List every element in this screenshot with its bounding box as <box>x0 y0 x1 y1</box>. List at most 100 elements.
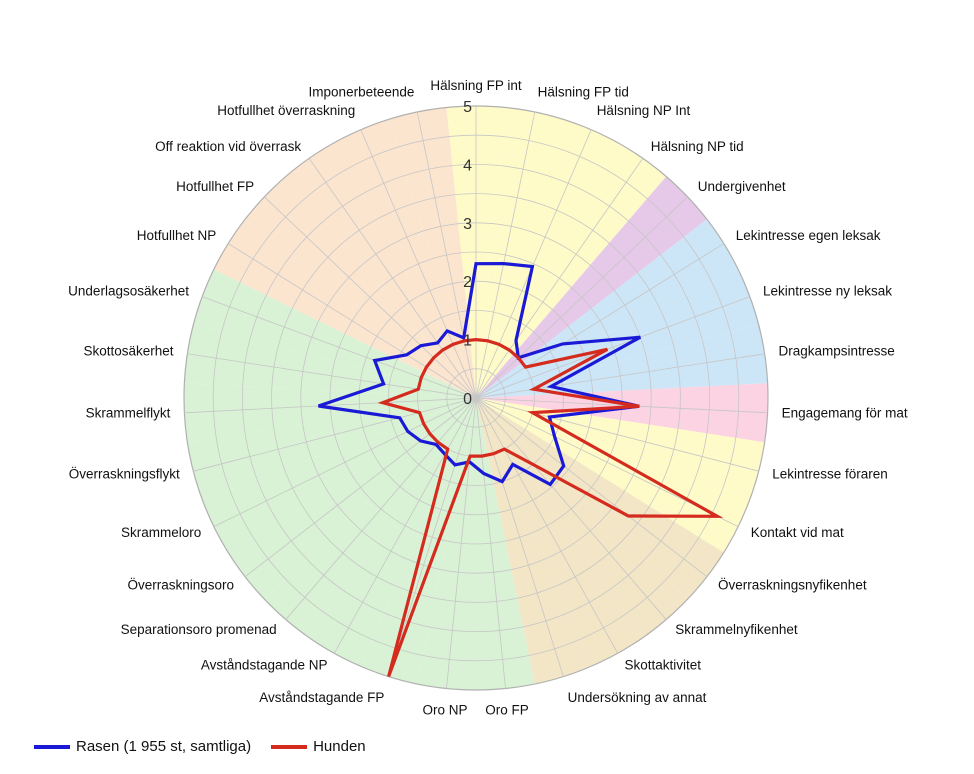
grid-spoke <box>213 397 477 527</box>
legend-item-hunden: Hunden <box>271 738 366 755</box>
grid-spoke <box>416 111 477 399</box>
category-label-4: Undergivenhet <box>698 179 786 194</box>
sector-9 <box>476 398 765 500</box>
grid-spoke <box>227 243 477 399</box>
grid-spoke <box>202 296 477 399</box>
sector-5 <box>476 219 739 398</box>
category-label-26: Hotfullhet NP <box>137 228 217 243</box>
category-label-17: Avståndstagande FP <box>259 690 384 705</box>
category-label-24: Skottosäkerhet <box>83 344 173 359</box>
sector-13 <box>476 398 643 667</box>
category-label-19: Separationsoro promenad <box>121 622 277 637</box>
category-label-1: Hälsning FP tid <box>538 84 629 99</box>
grid-spoke <box>244 397 477 578</box>
legend-label-hunden: Hunden <box>313 738 366 755</box>
category-label-8: Engagemang för mat <box>782 406 908 421</box>
category-label-18: Avståndstagande NP <box>201 658 328 673</box>
sector-8 <box>476 383 768 443</box>
grid-spoke <box>475 397 768 414</box>
sector-11 <box>476 398 724 600</box>
legend-swatch-rasen <box>34 744 70 749</box>
tick-label: 1 <box>463 333 472 350</box>
category-label-22: Överraskningsflykt <box>69 467 180 482</box>
category-label-30: Imponerbeteende <box>309 84 415 99</box>
grid-spoke <box>264 196 477 399</box>
sector-18 <box>309 398 476 667</box>
sector-6 <box>476 269 759 398</box>
grid-spoke <box>187 353 477 399</box>
category-label-23: Skrammelflykt <box>86 406 171 421</box>
sector-17 <box>360 398 476 685</box>
category-label-16: Oro NP <box>422 702 467 717</box>
sector-2 <box>476 119 618 399</box>
category-labels: Hälsning FP int Hälsning FP tid Hälsning N… <box>68 78 908 717</box>
grid-spoke <box>360 129 477 399</box>
category-label-15: Oro FP <box>485 702 529 717</box>
grid-spoke <box>388 397 477 677</box>
tick-label: 3 <box>463 216 472 233</box>
category-label-28: Off reaktion vid överrask <box>155 139 301 154</box>
grid-spoke <box>308 158 477 399</box>
category-label-0: Hälsning FP int <box>430 78 522 93</box>
sector-30 <box>388 107 476 398</box>
grid-spoke <box>475 353 765 399</box>
category-label-5: Lekintresse egen leksak <box>736 228 881 243</box>
grid-spoke <box>184 397 477 414</box>
sector-29 <box>334 119 476 399</box>
tick-label: 0 <box>463 391 472 408</box>
category-label-9: Lekintresse föraren <box>772 467 888 482</box>
legend-label-rasen: Rasen (1 955 st, samtliga) <box>76 738 252 755</box>
grid-spoke <box>475 158 644 399</box>
grid-spoke <box>193 397 477 472</box>
sector-3 <box>476 142 667 398</box>
sector-25 <box>193 269 477 398</box>
legend: Rasen (1 955 st, samtliga) Hunden <box>34 738 386 755</box>
grid-spoke <box>475 296 750 399</box>
sector-21 <box>202 398 476 553</box>
sector-20 <box>228 398 476 600</box>
sector-1 <box>476 107 564 398</box>
grid-spoke <box>446 397 477 689</box>
category-label-12: Skrammelnyfikenhet <box>675 622 798 637</box>
tick-label: 2 <box>463 274 472 291</box>
grid-spoke <box>285 397 477 620</box>
sector-19 <box>264 398 476 638</box>
legend-swatch-hunden <box>271 744 308 749</box>
grid-spoke <box>333 397 477 654</box>
tick-label: 4 <box>463 157 472 174</box>
grid-spoke <box>475 129 592 399</box>
sector-14 <box>476 398 592 685</box>
sector-28 <box>285 142 476 398</box>
sector-12 <box>476 398 688 638</box>
category-label-10: Kontakt vid mat <box>751 525 844 540</box>
grid-spoke <box>475 397 619 654</box>
category-label-14: Undersökning av annat <box>568 690 707 705</box>
series-line-1 <box>377 337 724 678</box>
category-label-7: Dragkampsintresse <box>779 344 895 359</box>
category-label-2: Hälsning NP Int <box>597 103 691 118</box>
sector-15 <box>476 398 535 690</box>
category-label-29: Hotfullhet överraskning <box>217 103 355 118</box>
sector-16 <box>417 398 476 690</box>
sector-10 <box>476 398 750 553</box>
grid-spoke <box>475 397 564 677</box>
grid-spoke <box>475 397 759 472</box>
category-label-3: Hälsning NP tid <box>651 139 744 154</box>
radar-grid <box>183 105 769 691</box>
legend-item-rasen: Rasen (1 955 st, samtliga) <box>34 738 251 755</box>
grid-spoke <box>475 397 506 689</box>
grid-spoke <box>475 111 536 399</box>
series-lines <box>317 261 724 678</box>
tick-label: 5 <box>463 99 472 116</box>
sector-23 <box>184 383 476 443</box>
category-label-21: Skrammeloro <box>121 525 201 540</box>
grid-spoke <box>475 243 725 399</box>
category-label-25: Underlagsosäkerhet <box>68 284 189 299</box>
radial-tick-labels: 0 1 2 3 4 5 <box>463 99 472 408</box>
category-label-6: Lekintresse ny leksak <box>763 284 892 299</box>
grid-spoke <box>475 397 708 578</box>
series-line-0 <box>317 261 642 487</box>
grid-spoke <box>475 397 667 620</box>
category-label-20: Överraskningsoro <box>127 577 234 592</box>
